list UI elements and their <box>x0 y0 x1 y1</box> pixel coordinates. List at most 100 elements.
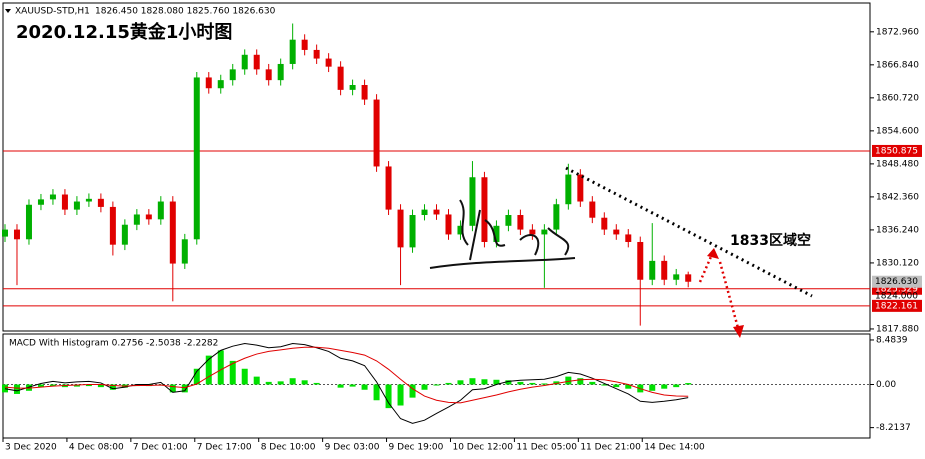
candle-body <box>241 54 248 70</box>
histogram-bar <box>433 384 440 386</box>
y-tick-label: 1866.840 <box>876 60 919 70</box>
candle-body <box>685 274 692 282</box>
histogram-bar <box>685 383 692 385</box>
histogram-bar <box>589 381 596 385</box>
candle-body <box>505 215 512 226</box>
candle-body <box>13 229 20 240</box>
candle-body <box>169 201 176 264</box>
candle-body <box>517 215 524 230</box>
candle-body <box>133 214 140 225</box>
candle-body <box>553 204 560 230</box>
histogram-bar <box>301 380 308 385</box>
candle-body <box>301 39 308 50</box>
candle-body <box>493 225 500 242</box>
y-tick-label: 1836.240 <box>876 225 919 235</box>
menu-icon <box>5 9 11 13</box>
level-label: 1850.875 <box>875 146 918 156</box>
histogram-bar <box>397 384 404 406</box>
candle-body <box>397 209 404 248</box>
histogram-bar <box>49 384 56 387</box>
candle-body <box>589 201 596 218</box>
candle-body <box>601 217 608 230</box>
histogram-bar <box>277 381 284 385</box>
histogram-bar <box>577 378 584 385</box>
histogram-bar <box>613 384 620 388</box>
candle-body <box>25 204 32 240</box>
histogram-bar <box>541 383 548 385</box>
histogram-bar <box>361 384 368 390</box>
histogram-bar <box>25 384 32 391</box>
histogram-bar <box>469 378 476 385</box>
y-tick-label: 1817.880 <box>876 324 919 334</box>
arrow-head <box>707 248 719 259</box>
x-tick-label: 3 Dec 2020 <box>5 443 57 453</box>
candle-body <box>49 194 56 200</box>
candle-body <box>577 174 584 202</box>
candle-body <box>181 239 188 264</box>
candle-body <box>121 224 128 245</box>
x-tick-label: 11 Dec 05:00 <box>516 443 577 453</box>
histogram-bar <box>553 381 560 385</box>
histogram-bar <box>265 381 272 385</box>
histogram-bar <box>289 378 296 385</box>
candle-body <box>1 229 8 237</box>
arrow-head <box>733 325 744 338</box>
histogram-bar <box>217 350 224 385</box>
price-marker: 1824.000 <box>875 291 918 301</box>
histogram-bar <box>505 380 512 385</box>
price-marker-box <box>872 275 922 288</box>
candle-body <box>145 214 152 220</box>
y-tick-label: -8.2137 <box>876 423 911 433</box>
histogram-bar <box>337 384 344 388</box>
histogram-bar <box>517 381 524 385</box>
candle-body <box>637 241 644 280</box>
price-panel <box>2 2 871 332</box>
y-tick-label: 1854.600 <box>876 126 919 136</box>
candle-body <box>73 201 80 210</box>
candle-body <box>337 66 344 90</box>
y-tick-label: 1830.120 <box>876 258 919 268</box>
candle-body <box>313 49 320 59</box>
histogram-bar <box>73 384 80 387</box>
candle-body <box>61 194 68 210</box>
histogram-bar <box>445 382 452 385</box>
ohlc-label: 1826.450 1828.080 1825.760 1826.630 <box>95 7 276 17</box>
chart-title: 2020.12.15黄金1小时图 <box>16 21 232 43</box>
price-marker: 1826.630 <box>875 277 918 287</box>
candle-body <box>445 214 452 235</box>
level-label: 1825.329 <box>875 284 918 294</box>
candle-body <box>217 80 224 89</box>
y-tick-label: 1860.720 <box>876 93 919 103</box>
histogram-bar <box>349 384 356 387</box>
candle-body <box>265 69 272 81</box>
trend-line <box>565 166 813 298</box>
annotation: 1833区域空 <box>730 232 811 249</box>
histogram-bar <box>529 382 536 385</box>
candle-body <box>625 234 632 242</box>
x-tick-label: 9 Dec 19:00 <box>389 443 444 453</box>
histogram-bar <box>625 384 632 389</box>
candle-body <box>409 215 416 248</box>
histogram-bar <box>493 379 500 385</box>
macd-title: MACD With Histogram 0.2756 -2.5038 -2.22… <box>9 339 218 349</box>
histogram-bar <box>85 384 92 387</box>
candle-body <box>85 198 92 202</box>
histogram-bar <box>241 368 248 385</box>
level-label-box <box>872 299 922 312</box>
arrow-down <box>718 261 740 329</box>
histogram-bar <box>661 384 668 389</box>
histogram-bar <box>193 368 200 385</box>
candle-body <box>37 199 44 205</box>
x-tick-label: 9 Dec 03:00 <box>325 443 380 453</box>
candle-body <box>481 177 488 242</box>
candle-body <box>613 229 620 235</box>
histogram-bar <box>169 384 176 393</box>
candle-body <box>325 58 332 67</box>
y-tick-label: 1872.960 <box>876 27 919 37</box>
candle-body <box>373 99 380 167</box>
y-tick-label: 8.4839 <box>876 335 908 345</box>
candle-body <box>205 77 212 89</box>
candle-body <box>97 198 104 207</box>
histogram-bar <box>565 376 572 385</box>
